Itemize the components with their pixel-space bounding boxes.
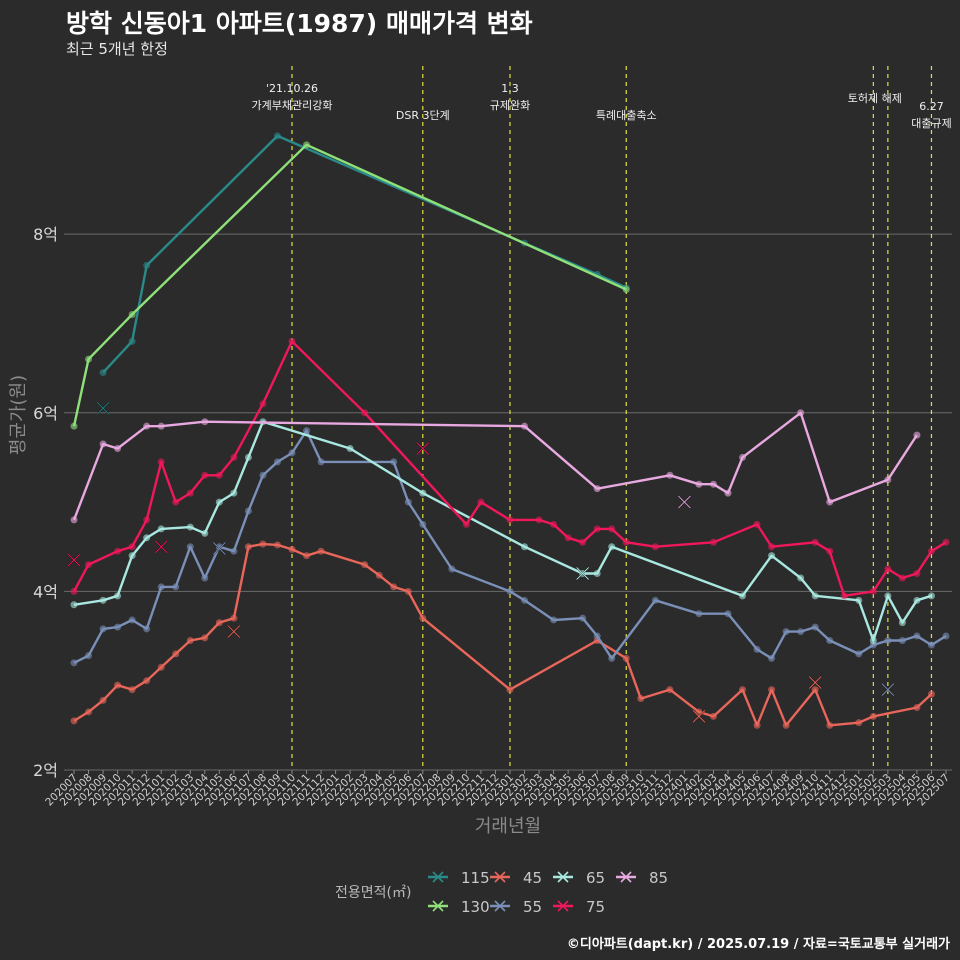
series-line: [72, 411, 918, 521]
series-line: [72, 143, 627, 427]
x-marker-highlight: [227, 625, 241, 638]
legend-item-75: 75: [553, 898, 605, 916]
series-line: [102, 134, 627, 374]
series-line: [73, 542, 933, 727]
series-line: [72, 340, 947, 597]
plot-panel: [64, 60, 952, 770]
y-axis-title: 평균가(원): [8, 375, 29, 455]
x-marker-highlight: [96, 401, 110, 415]
event-annotation: 규제완화: [490, 99, 530, 112]
legend-label: 115: [461, 869, 490, 887]
event-annotation: 1.3: [501, 82, 519, 95]
legend-swatch-marker: [494, 900, 506, 912]
legend-item-115: 115: [428, 869, 490, 887]
series-line: [73, 429, 947, 664]
event-annotation: DSR 3단계: [396, 109, 450, 122]
x-marker-highlight: [67, 553, 81, 567]
legend-label: 130: [461, 898, 490, 916]
event-annotation: 6.27: [919, 100, 944, 113]
legend-swatch-marker: [557, 900, 569, 912]
x-marker-highlight: [881, 683, 895, 696]
legend-label: 65: [586, 869, 605, 887]
event-annotation: 가계부채관리강화: [252, 99, 333, 112]
legend-swatch-marker: [620, 871, 632, 883]
event-annotation: 대출규제: [911, 117, 951, 130]
legend-title: 전용면적(㎡): [335, 885, 411, 901]
legend-label: 45: [523, 869, 542, 887]
legend-swatch-marker: [494, 871, 506, 883]
x-marker-highlight: [808, 676, 822, 689]
y-tick-label: 4억: [33, 582, 58, 601]
series-85: [70, 409, 921, 524]
x-axis-title: 거래년월: [475, 816, 541, 837]
legend-item-130: 130: [428, 898, 490, 916]
legend: 전용면적(㎡) 115 45 65 85 130 55 75: [335, 869, 668, 916]
series-45: [70, 540, 935, 729]
x-marker-highlight: [692, 710, 706, 723]
legend-label: 55: [523, 898, 542, 916]
legend-swatch-marker: [432, 900, 444, 912]
legend-item-65: 65: [553, 869, 605, 887]
legend-swatch-marker: [432, 871, 444, 883]
y-tick-label: 2억: [33, 761, 58, 780]
event-annotation: '21.10.26: [266, 82, 318, 95]
series-75: [67, 337, 950, 600]
x-marker-highlight: [212, 542, 226, 555]
legend-swatch-marker: [557, 871, 569, 883]
x-marker-highlight: [576, 567, 590, 580]
legend-label: 75: [586, 898, 605, 916]
series-line: [73, 420, 932, 642]
series-130: [70, 141, 630, 430]
series-55: [70, 427, 950, 697]
event-annotation: 토허제 해제: [848, 91, 902, 105]
x-marker-highlight: [154, 540, 168, 554]
legend-item-55: 55: [490, 898, 542, 916]
y-tick-label: 8억: [33, 225, 58, 244]
event-annotation: 특례대출축소: [596, 109, 657, 122]
y-tick-label: 6억: [33, 404, 58, 423]
x-marker-highlight: [416, 442, 430, 455]
chart-title: 방학 신동아1 아파트(1987) 매매가격 변화: [66, 9, 533, 38]
source-credit: ©디아파트(dapt.kr) / 2025.07.19 / 자료=국토교통부 실…: [566, 937, 950, 952]
x-marker-highlight: [678, 495, 691, 509]
legend-item-85: 85: [616, 869, 668, 887]
legend-label: 85: [649, 869, 668, 887]
chart-subtitle: 최근 5개년 한정: [66, 40, 168, 58]
series-65: [70, 418, 935, 645]
legend-item-45: 45: [490, 869, 542, 887]
